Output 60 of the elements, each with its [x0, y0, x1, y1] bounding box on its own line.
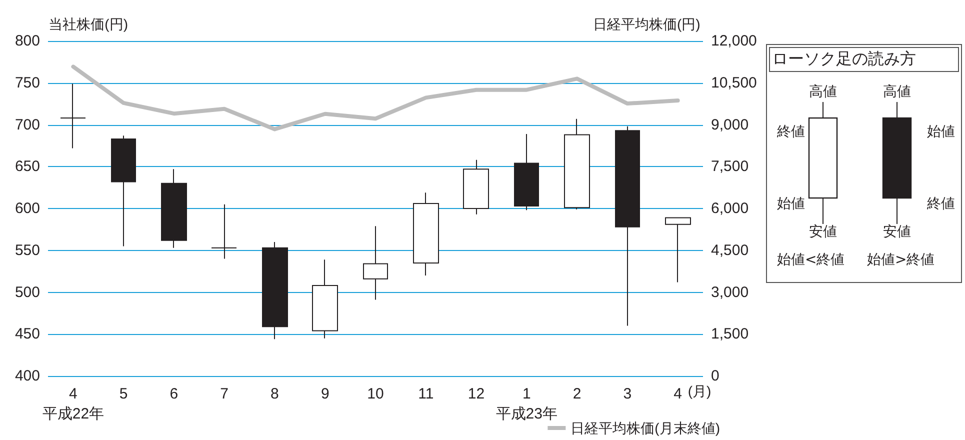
- line-series: [71, 64, 680, 132]
- x-tick-label: 5: [119, 386, 128, 402]
- y2-tick-label: 9,000: [711, 116, 749, 134]
- candlestick: [211, 204, 237, 260]
- candlestick: [615, 126, 640, 326]
- candlestick: [111, 135, 136, 247]
- x-tick-label: 10: [367, 386, 384, 402]
- y2-tick-label: 7,500: [711, 158, 749, 176]
- y-tick-label: 800: [14, 32, 40, 50]
- x-tick-label: 9: [320, 386, 330, 402]
- y-axis-title: 当社株価(円): [48, 16, 128, 32]
- legend-label: 日経平均株価(月末終値): [570, 420, 720, 436]
- text: 安値: [809, 223, 837, 241]
- x-tick-label: 3: [623, 386, 632, 402]
- candlestick: [514, 133, 539, 211]
- text: 安値: [883, 223, 911, 241]
- y-tick-label: 450: [14, 326, 40, 343]
- candlestick: [564, 118, 590, 210]
- text: 始値>終値: [867, 251, 935, 269]
- x-tick-label: 6: [170, 386, 178, 402]
- y-tick-label: 750: [14, 74, 40, 92]
- y2-tick-label: 1,500: [711, 326, 749, 343]
- candlestick: [363, 226, 388, 300]
- text: 高値: [883, 83, 911, 101]
- x-tick-label: 2: [572, 386, 582, 402]
- y2-tick-label: 4,500: [711, 242, 749, 259]
- x-tick-label: 4 平成22年: [42, 386, 104, 422]
- y-tick-label: 700: [14, 116, 40, 134]
- candlestick: [665, 217, 691, 283]
- y-tick-label: 500: [14, 284, 40, 301]
- candlestick: [312, 259, 338, 339]
- y-tick-label: 550: [14, 242, 40, 259]
- text: 始値: [777, 195, 805, 213]
- y2-tick-label: 10,500: [711, 74, 757, 92]
- y2-tick-label: 6,000: [711, 200, 749, 217]
- y2-axis-title: 日経平均株価(円): [593, 16, 700, 32]
- x-tick-label: 7: [220, 386, 229, 402]
- x-tick-label: 4: [674, 386, 682, 402]
- text: 始値: [927, 123, 955, 141]
- candlestick: [60, 83, 86, 149]
- text: 高値: [809, 83, 837, 101]
- candlestick: [413, 192, 439, 276]
- y2-tick-label: 3,000: [711, 284, 749, 301]
- text: ローソク足の読み方: [769, 47, 959, 72]
- candlestick: [463, 159, 489, 215]
- candlestick: [161, 168, 187, 248]
- candlestick: [262, 242, 288, 340]
- x-axis-title: (月): [688, 383, 712, 399]
- x-tick-label: 11: [418, 386, 434, 402]
- x-tick-label: 12: [468, 386, 485, 402]
- y2-tick-label: 12,000: [711, 32, 757, 50]
- text: 終値: [927, 195, 955, 213]
- y-tick-label: 650: [14, 158, 40, 176]
- x-tick-label: 8: [270, 386, 279, 402]
- y-tick-label: 600: [14, 200, 40, 217]
- text: 終値: [777, 123, 805, 141]
- y2-tick-label: 0: [711, 368, 720, 384]
- text: 始値<終値: [777, 251, 845, 269]
- y-tick-label: 400: [14, 368, 40, 384]
- x-tick-label: 1 平成23年: [496, 386, 558, 422]
